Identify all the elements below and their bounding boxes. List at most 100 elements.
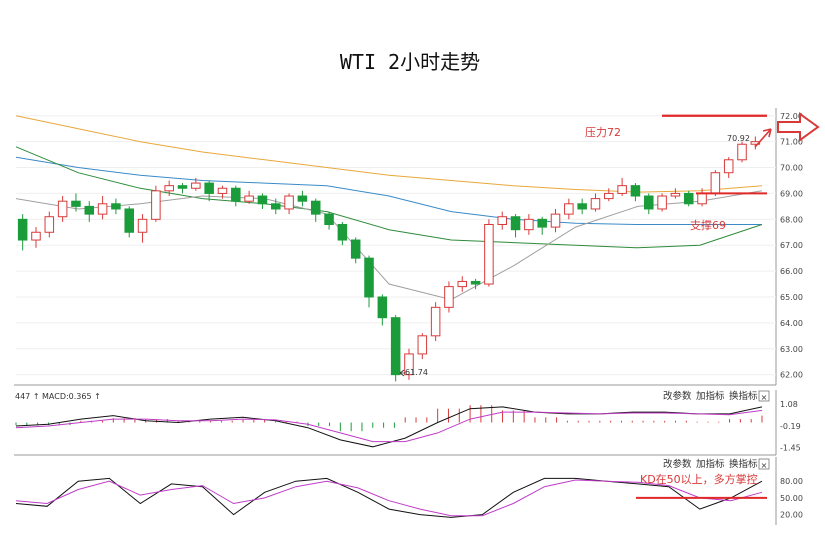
kd-y-tick-0: 80.00 [780,477,803,486]
candle-body-3 [57,200,68,218]
kd-y-tick-2: 20.00 [780,511,803,520]
breakout-pointer-icon [754,128,772,148]
candle-body-42 [577,203,587,210]
candle-body-2 [44,216,55,233]
kd-switch-indicator-button[interactable]: 换指标 [729,458,758,470]
macd-header-prefix: 447 ↑ [15,392,40,401]
kd-d-line [15,479,763,517]
kd-y-tick-1: 50.00 [780,494,803,503]
candle-body-29 [404,353,414,376]
kd-add-indicator-button[interactable]: 加指标 [696,458,725,470]
y-tick-label-8: 64.00 [780,319,803,328]
candle-body-17 [244,195,254,202]
candle-body-1 [31,231,41,241]
y-tick-label-0: 72.00 [780,112,803,121]
macd-dea-line [15,409,763,443]
ma-line-0 [15,115,763,193]
macd-y-tick-1: -0.19 [780,422,801,431]
kd-k-line [15,477,763,518]
macd-diff-line [15,406,763,448]
support-label: 支撑69 [690,218,726,232]
macd-change-params-button[interactable]: 改参数 [663,390,692,402]
y-tick-label-4: 68.00 [780,215,803,224]
kd-change-params-button[interactable]: 改参数 [663,458,692,470]
price-low-label: 61.74 [405,368,428,377]
kd-note: KD在50以上，多方掌控 [640,472,758,486]
candle-body-34 [470,280,481,285]
trend-arrow-icon [777,112,820,142]
candle-body-16 [231,187,241,202]
candle-body-44 [604,192,614,200]
candle-body-20 [284,195,294,210]
macd-add-indicator-button[interactable]: 加指标 [696,390,725,402]
candle-body-32 [444,286,454,308]
ma-line-1 [15,156,762,225]
candle-body-52 [710,172,721,194]
candle-body-45 [617,185,627,194]
candle-body-54 [737,143,747,161]
macd-switch-indicator-button[interactable]: 换指标 [729,390,758,402]
macd-close-icon[interactable]: × [761,393,768,402]
candle-body-8 [124,208,134,233]
low-pointer-arrow [399,369,405,377]
candle-body-19 [271,203,281,210]
y-tick-label-5: 67.00 [780,241,803,250]
macd-y-tick-0: 1.08 [780,400,798,409]
macd-y-tick-2: -1.45 [780,444,801,453]
candlestick-series [17,136,761,382]
candle-body-11 [164,185,174,192]
candle-body-13 [191,182,201,189]
candle-body-49 [670,192,681,197]
main-price-axis: 72.00 71.00 70.00 69.00 68.00 67.00 66.00 65.00… [780,112,803,380]
candle-body-47 [644,195,654,210]
ma-line-2 [15,146,763,249]
candle-body-39 [537,218,547,228]
candle-body-7 [111,203,121,210]
candle-body-0 [17,218,28,241]
candle-body-41 [564,203,574,215]
candle-body-10 [151,190,161,220]
candle-body-18 [257,195,268,205]
kd-close-icon[interactable]: × [761,461,768,470]
y-tick-label-2: 70.00 [780,164,803,173]
candle-body-4 [71,200,81,207]
ma-line-3 [15,190,763,301]
macd-header-value: MACD:0.365 ↑ [42,392,101,401]
candle-body-36 [497,216,507,225]
price-high-label: 70.92 [727,134,750,143]
candle-body-6 [97,203,108,215]
candle-body-46 [630,185,641,197]
candle-body-24 [337,223,348,241]
candle-body-33 [457,280,468,288]
candle-body-27 [377,296,388,319]
y-tick-label-1: 71.00 [780,138,803,147]
candle-body-5 [84,205,95,215]
y-tick-label-9: 63.00 [780,345,803,354]
candle-body-50 [683,192,694,205]
candle-body-37 [510,216,521,231]
candle-body-15 [217,187,228,194]
candle-body-9 [137,218,148,233]
y-tick-label-7: 65.00 [780,293,803,302]
candle-body-40 [550,213,561,228]
candle-body-48 [657,195,667,210]
candle-body-21 [297,195,308,202]
macd-histogram [15,405,763,432]
macd-close-box[interactable] [758,390,770,402]
y-tick-label-3: 69.00 [780,189,803,198]
y-tick-label-6: 66.00 [780,267,803,276]
kd-axis: 80.00 50.00 20.00 [780,477,803,519]
macd-axis: 1.08 -0.19 -1.45 [780,400,801,453]
candle-body-22 [310,200,321,215]
candle-body-26 [364,257,374,298]
candle-body-12 [177,185,188,189]
resistance-label: 压力72 [585,126,621,139]
kd-close-box[interactable] [758,458,770,470]
candle-body-51 [697,192,707,205]
chart-title: WTI 2小时走势 [340,50,480,74]
candle-body-23 [324,213,334,225]
y-tick-label-10: 62.00 [780,371,803,380]
candle-body-43 [590,198,601,210]
candle-body-25 [350,239,361,259]
